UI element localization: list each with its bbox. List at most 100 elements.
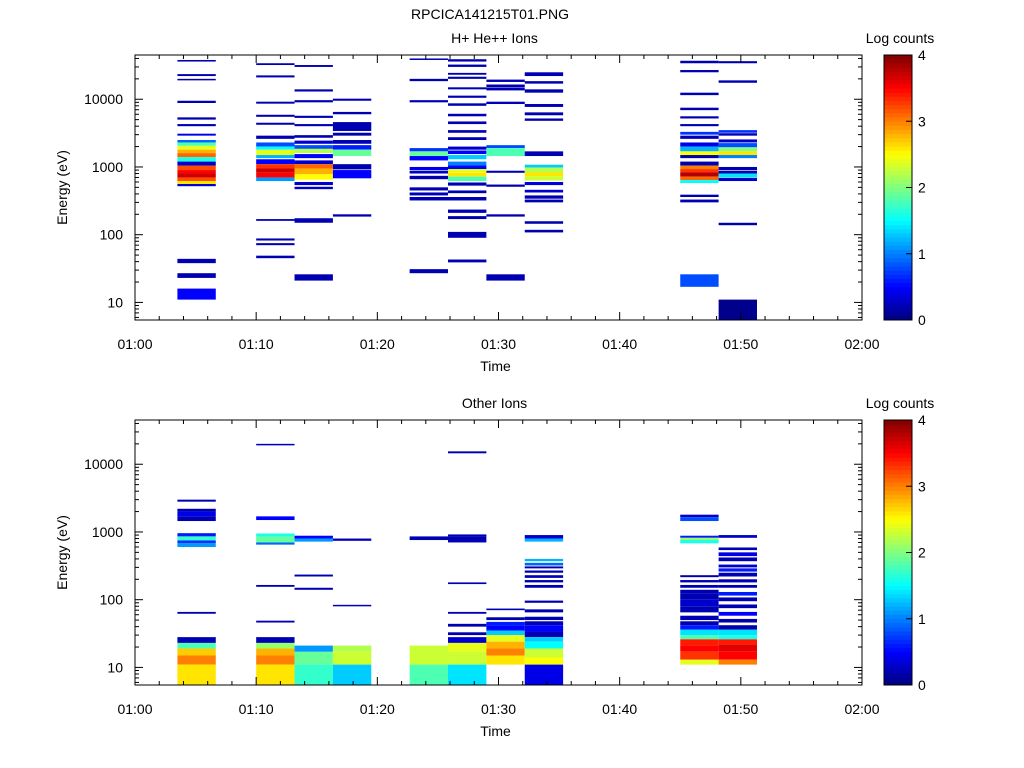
data-cell	[177, 133, 216, 136]
data-cell	[718, 611, 757, 616]
data-cell	[486, 101, 525, 105]
data-cell	[256, 255, 295, 259]
colorbar-segment	[884, 618, 912, 624]
colorbar-segment	[884, 79, 912, 85]
data-cell	[680, 589, 719, 594]
data-cell	[680, 180, 719, 183]
data-cell	[177, 533, 216, 537]
data-cell	[524, 89, 564, 93]
data-cell	[680, 651, 719, 660]
data-cell	[448, 534, 487, 537]
colorbar-segment	[884, 552, 912, 558]
data-cell	[680, 599, 719, 607]
data-cell	[680, 60, 719, 64]
x-axis-label: Time	[480, 723, 511, 739]
data-cell	[177, 508, 216, 512]
panel-2: Other Ions 01:00 01:10 01:20 01:30 01:40 01:50…	[54, 395, 934, 739]
data-cell	[448, 536, 487, 543]
colorbar-segment	[884, 295, 912, 300]
data-cell	[524, 631, 564, 638]
colorbar-segment	[884, 286, 912, 292]
data-cell	[524, 164, 564, 168]
colorbar-segment	[884, 614, 912, 620]
data-cell	[680, 514, 719, 518]
data-cell	[524, 664, 564, 685]
data-cell	[680, 176, 719, 181]
y-tick-label: 100	[100, 592, 124, 608]
data-cell	[294, 645, 333, 652]
data-cell	[680, 615, 719, 621]
colorbar-segment	[884, 257, 912, 263]
data-cell	[524, 625, 564, 632]
data-cell	[524, 621, 564, 626]
data-cell	[294, 587, 333, 590]
data-cell	[256, 584, 295, 587]
data-cell	[448, 664, 487, 685]
data-cell	[177, 145, 216, 150]
data-cell	[486, 214, 525, 217]
colorbar-segment	[884, 440, 912, 446]
colorbar-segment	[884, 253, 912, 259]
data-cell	[256, 177, 295, 182]
colorbar-segment	[884, 112, 912, 118]
data-cell	[448, 161, 487, 166]
data-cell	[177, 173, 216, 178]
data-cell	[524, 167, 564, 173]
data-cell	[680, 155, 719, 159]
colorbar-segment	[884, 88, 912, 93]
colorbar-segment	[884, 245, 912, 251]
data-cell	[680, 535, 719, 538]
colorbar-segment	[884, 266, 912, 271]
data-cell	[718, 133, 757, 136]
data-cell	[448, 72, 487, 75]
colorbar-segment	[884, 660, 912, 665]
data-cell	[718, 629, 757, 636]
data-cell	[409, 58, 449, 60]
data-cell	[448, 642, 487, 652]
data-cell	[486, 148, 525, 157]
x-tick-label: 01:30	[481, 336, 516, 352]
data-cell	[332, 604, 372, 607]
data-cell	[448, 87, 487, 90]
x-tick-label: 01:40	[602, 336, 637, 352]
colorbar-segment	[884, 249, 912, 255]
data-cell	[448, 182, 487, 186]
colorbar-segment	[884, 63, 912, 68]
colorbar-segment	[884, 424, 912, 429]
data-cell	[680, 639, 719, 646]
data-cell	[448, 231, 487, 238]
x-tick-label: 01:00	[117, 701, 152, 717]
data-cell	[256, 114, 295, 117]
data-cell	[256, 122, 295, 125]
data-cell	[680, 142, 719, 147]
data-cell	[256, 648, 295, 656]
data-cell	[680, 151, 719, 156]
data-cell	[448, 64, 487, 67]
data-cell	[718, 564, 757, 568]
colorbar-segment	[884, 154, 912, 159]
colorbar-segment	[884, 96, 912, 101]
x-tick-label: 01:30	[481, 701, 516, 717]
colorbar-segment	[884, 212, 912, 217]
x-tick-label: 01:20	[360, 701, 395, 717]
colorbar-segment	[884, 299, 912, 304]
data-cell	[524, 151, 564, 157]
data-cell	[177, 288, 216, 300]
data-cell	[718, 151, 757, 156]
data-cell	[409, 170, 449, 174]
y-tick-label: 10000	[84, 456, 123, 472]
colorbar-segment	[884, 67, 912, 72]
data-cell	[718, 139, 757, 143]
data-cell	[409, 192, 449, 196]
data-cell	[680, 124, 719, 127]
data-cell	[409, 166, 449, 171]
data-cell	[294, 89, 333, 92]
data-cell	[524, 616, 564, 621]
data-cell	[256, 164, 295, 169]
data-cell	[256, 146, 295, 150]
data-cell	[524, 181, 564, 186]
data-cell	[718, 618, 757, 623]
colorbar-segment	[884, 519, 912, 524]
colorbar-segment	[884, 129, 912, 135]
data-cell	[524, 535, 564, 539]
